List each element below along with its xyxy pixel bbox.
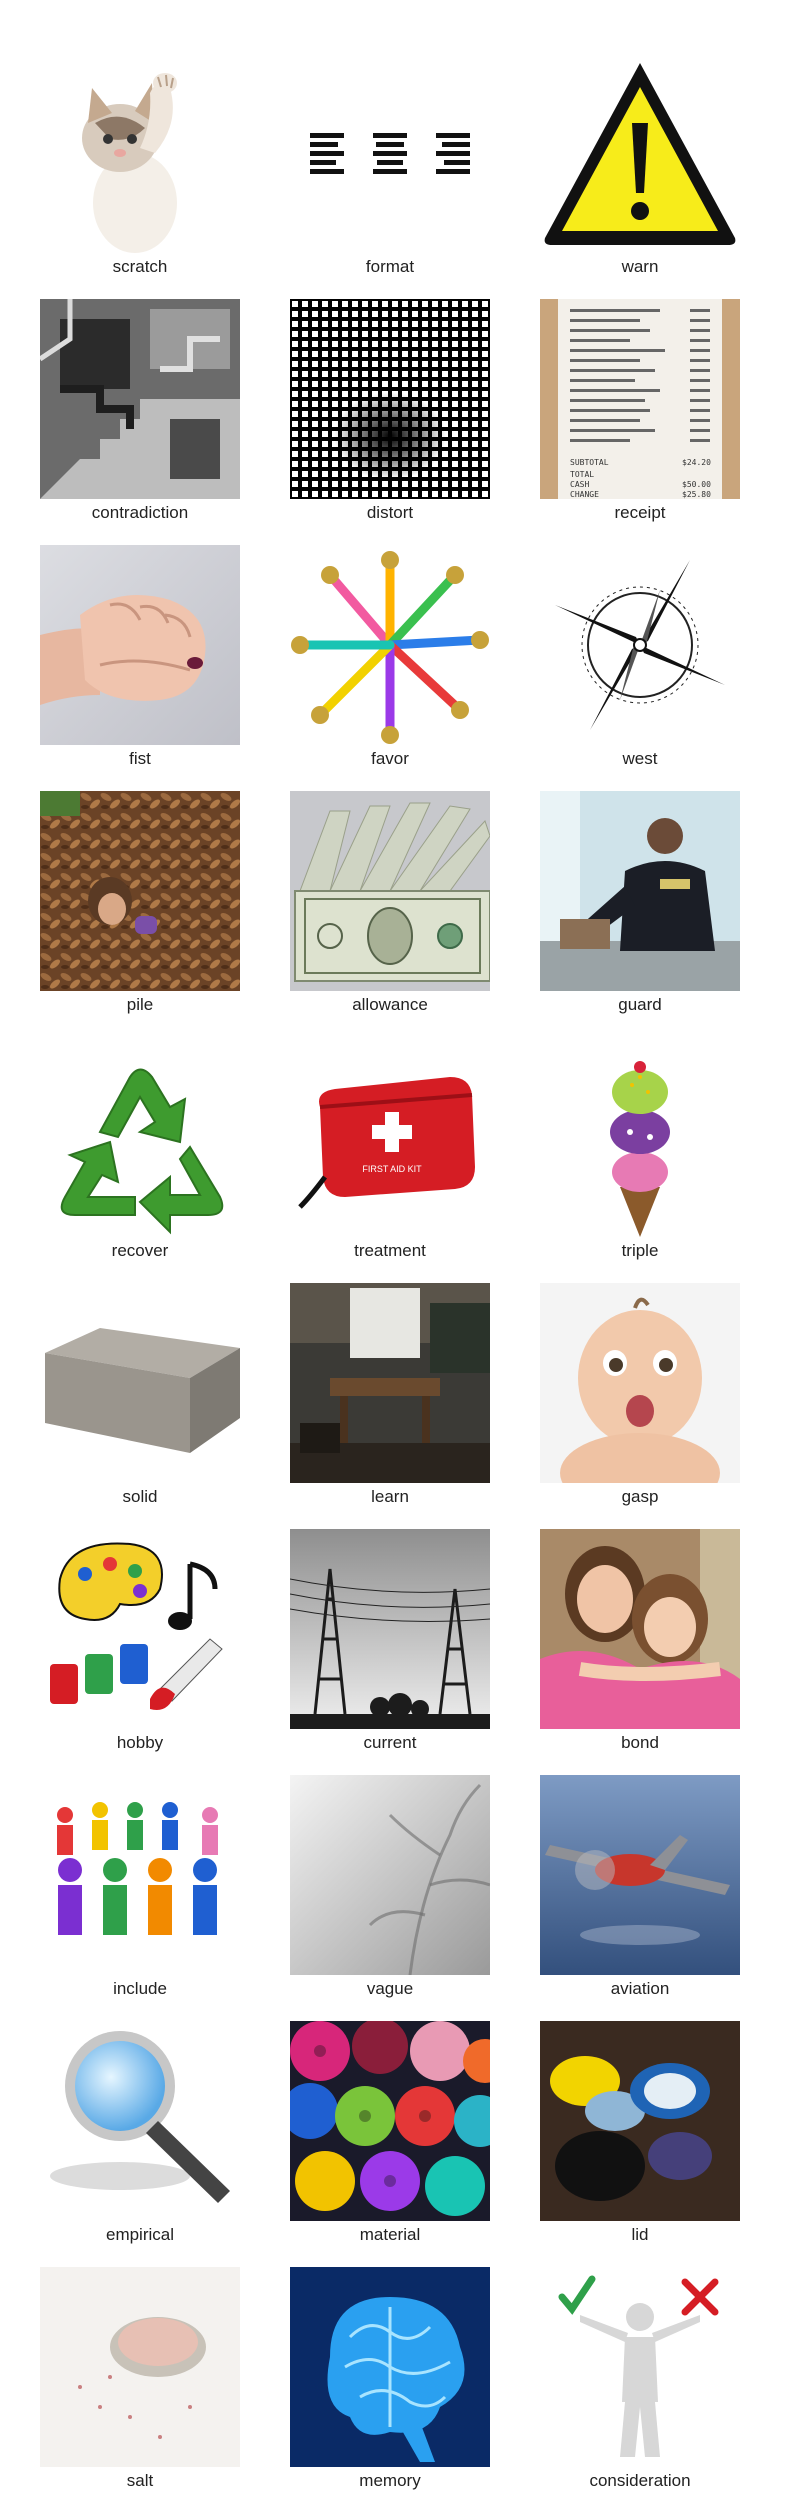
- word-label: material: [359, 2225, 421, 2244]
- word-label: format: [365, 257, 415, 276]
- power-lines-photo: [290, 1529, 490, 1729]
- concrete-block-image: [40, 1283, 240, 1483]
- art-supplies-clipart: [40, 1529, 240, 1729]
- card-lid: lid: [540, 2021, 740, 2266]
- surprised-baby-photo: [540, 1283, 740, 1483]
- kitten-photo: [40, 53, 240, 253]
- distorted-grid-image: [290, 299, 490, 499]
- blurry-branches-image: [290, 1775, 490, 1975]
- airplane-photo: [540, 1775, 740, 1975]
- card-scratch: scratch: [40, 53, 240, 298]
- magnifying-glass-icon: [40, 2021, 240, 2221]
- fist-photo: [40, 545, 240, 745]
- card-west: west: [540, 545, 740, 790]
- dollar-bills-photo: [290, 791, 490, 991]
- word-label: receipt: [614, 503, 666, 522]
- card-empirical: empirical: [40, 2021, 240, 2266]
- card-allowance: allowance: [290, 791, 490, 1036]
- card-include: include: [40, 1775, 240, 2020]
- card-consideration: consideration: [540, 2267, 740, 2512]
- card-vague: vague: [290, 1775, 490, 2020]
- ice-cream-cone-image: [540, 1037, 740, 1237]
- word-label: hobby: [116, 1733, 164, 1752]
- word-label: favor: [371, 749, 409, 768]
- party-horns-image: [290, 545, 490, 745]
- card-format: format: [290, 53, 490, 298]
- first-aid-kit-image: FIRST AID KIT: [290, 1037, 490, 1237]
- receipt-line: $25.80: [682, 490, 711, 499]
- card-warn: warn: [540, 53, 740, 298]
- card-gasp: gasp: [540, 1283, 740, 1528]
- salt-jar-photo: [40, 2267, 240, 2467]
- card-memory: memory: [290, 2267, 490, 2512]
- justify-text-icon: [290, 53, 490, 253]
- card-contradiction: contradiction: [40, 299, 240, 544]
- card-favor: favor: [290, 545, 490, 790]
- word-label: aviation: [610, 1979, 670, 1998]
- warning-sign-icon: [540, 53, 740, 253]
- paper-people-chain-image: [40, 1775, 240, 1975]
- word-label: solid: [122, 1487, 158, 1506]
- word-label: recover: [111, 1241, 169, 1260]
- card-solid: solid: [40, 1283, 240, 1528]
- word-label: scratch: [112, 257, 168, 276]
- classroom-photo: [290, 1283, 490, 1483]
- word-label: fist: [129, 749, 151, 768]
- fabric-rolls-photo: [290, 2021, 490, 2221]
- word-label: consideration: [589, 2471, 691, 2490]
- word-label: distort: [366, 503, 414, 522]
- card-current: current: [290, 1529, 490, 1774]
- word-label: triple: [621, 1241, 659, 1260]
- figure-with-check-and-x-image: [540, 2267, 740, 2467]
- police-officer-photo: [540, 791, 740, 991]
- receipt-line: $50.00: [682, 480, 711, 489]
- compass-rose-icon: [540, 545, 740, 745]
- card-aviation: aviation: [540, 1775, 740, 2020]
- bottle-caps-photo: [540, 2021, 740, 2221]
- word-label: contradiction: [91, 503, 189, 522]
- card-bond: bond: [540, 1529, 740, 1774]
- word-label: guard: [618, 995, 662, 1014]
- sisters-photo: [540, 1529, 740, 1729]
- word-label: allowance: [352, 995, 428, 1014]
- word-label: memory: [359, 2471, 421, 2490]
- card-salt: salt: [40, 2267, 240, 2512]
- word-label: treatment: [354, 1241, 426, 1260]
- word-label: include: [113, 1979, 167, 1998]
- escher-stairs-image: [40, 299, 240, 499]
- card-recover: recover: [40, 1037, 240, 1282]
- receipt-line: TOTAL: [570, 470, 594, 479]
- recycle-icon: [40, 1037, 240, 1237]
- receipt-line: CHANGE: [570, 490, 599, 499]
- card-fist: fist: [40, 545, 240, 790]
- card-treatment: FIRST AID KIT treatment: [290, 1037, 490, 1282]
- blue-brain-image: [290, 2267, 490, 2467]
- word-label: bond: [621, 1733, 659, 1752]
- receipt-line: CASH: [570, 480, 589, 489]
- card-triple: triple: [540, 1037, 740, 1282]
- word-label: empirical: [105, 2225, 175, 2244]
- word-label: salt: [126, 2471, 154, 2490]
- card-material: material: [290, 2021, 490, 2266]
- card-pile: pile: [40, 791, 240, 1036]
- receipt-photo: SUBTOTAL TOTAL CASH CHANGE $24.20 $50.00…: [540, 299, 740, 499]
- word-label: gasp: [621, 1487, 659, 1506]
- leaf-pile-photo: [40, 791, 240, 991]
- word-label: current: [363, 1733, 417, 1752]
- receipt-line: $24.20: [682, 458, 711, 467]
- card-distort: distort: [290, 299, 490, 544]
- receipt-line: SUBTOTAL: [570, 458, 609, 467]
- card-hobby: hobby: [40, 1529, 240, 1774]
- word-label: warn: [621, 257, 659, 276]
- card-receipt: SUBTOTAL TOTAL CASH CHANGE $24.20 $50.00…: [540, 299, 740, 544]
- word-label: lid: [631, 2225, 649, 2244]
- word-label: vague: [366, 1979, 414, 1998]
- word-label: west: [622, 749, 658, 768]
- word-label: learn: [371, 1487, 409, 1506]
- kit-label: FIRST AID KIT: [362, 1164, 422, 1174]
- card-guard: guard: [540, 791, 740, 1036]
- word-label: pile: [126, 995, 154, 1014]
- card-learn: learn: [290, 1283, 490, 1528]
